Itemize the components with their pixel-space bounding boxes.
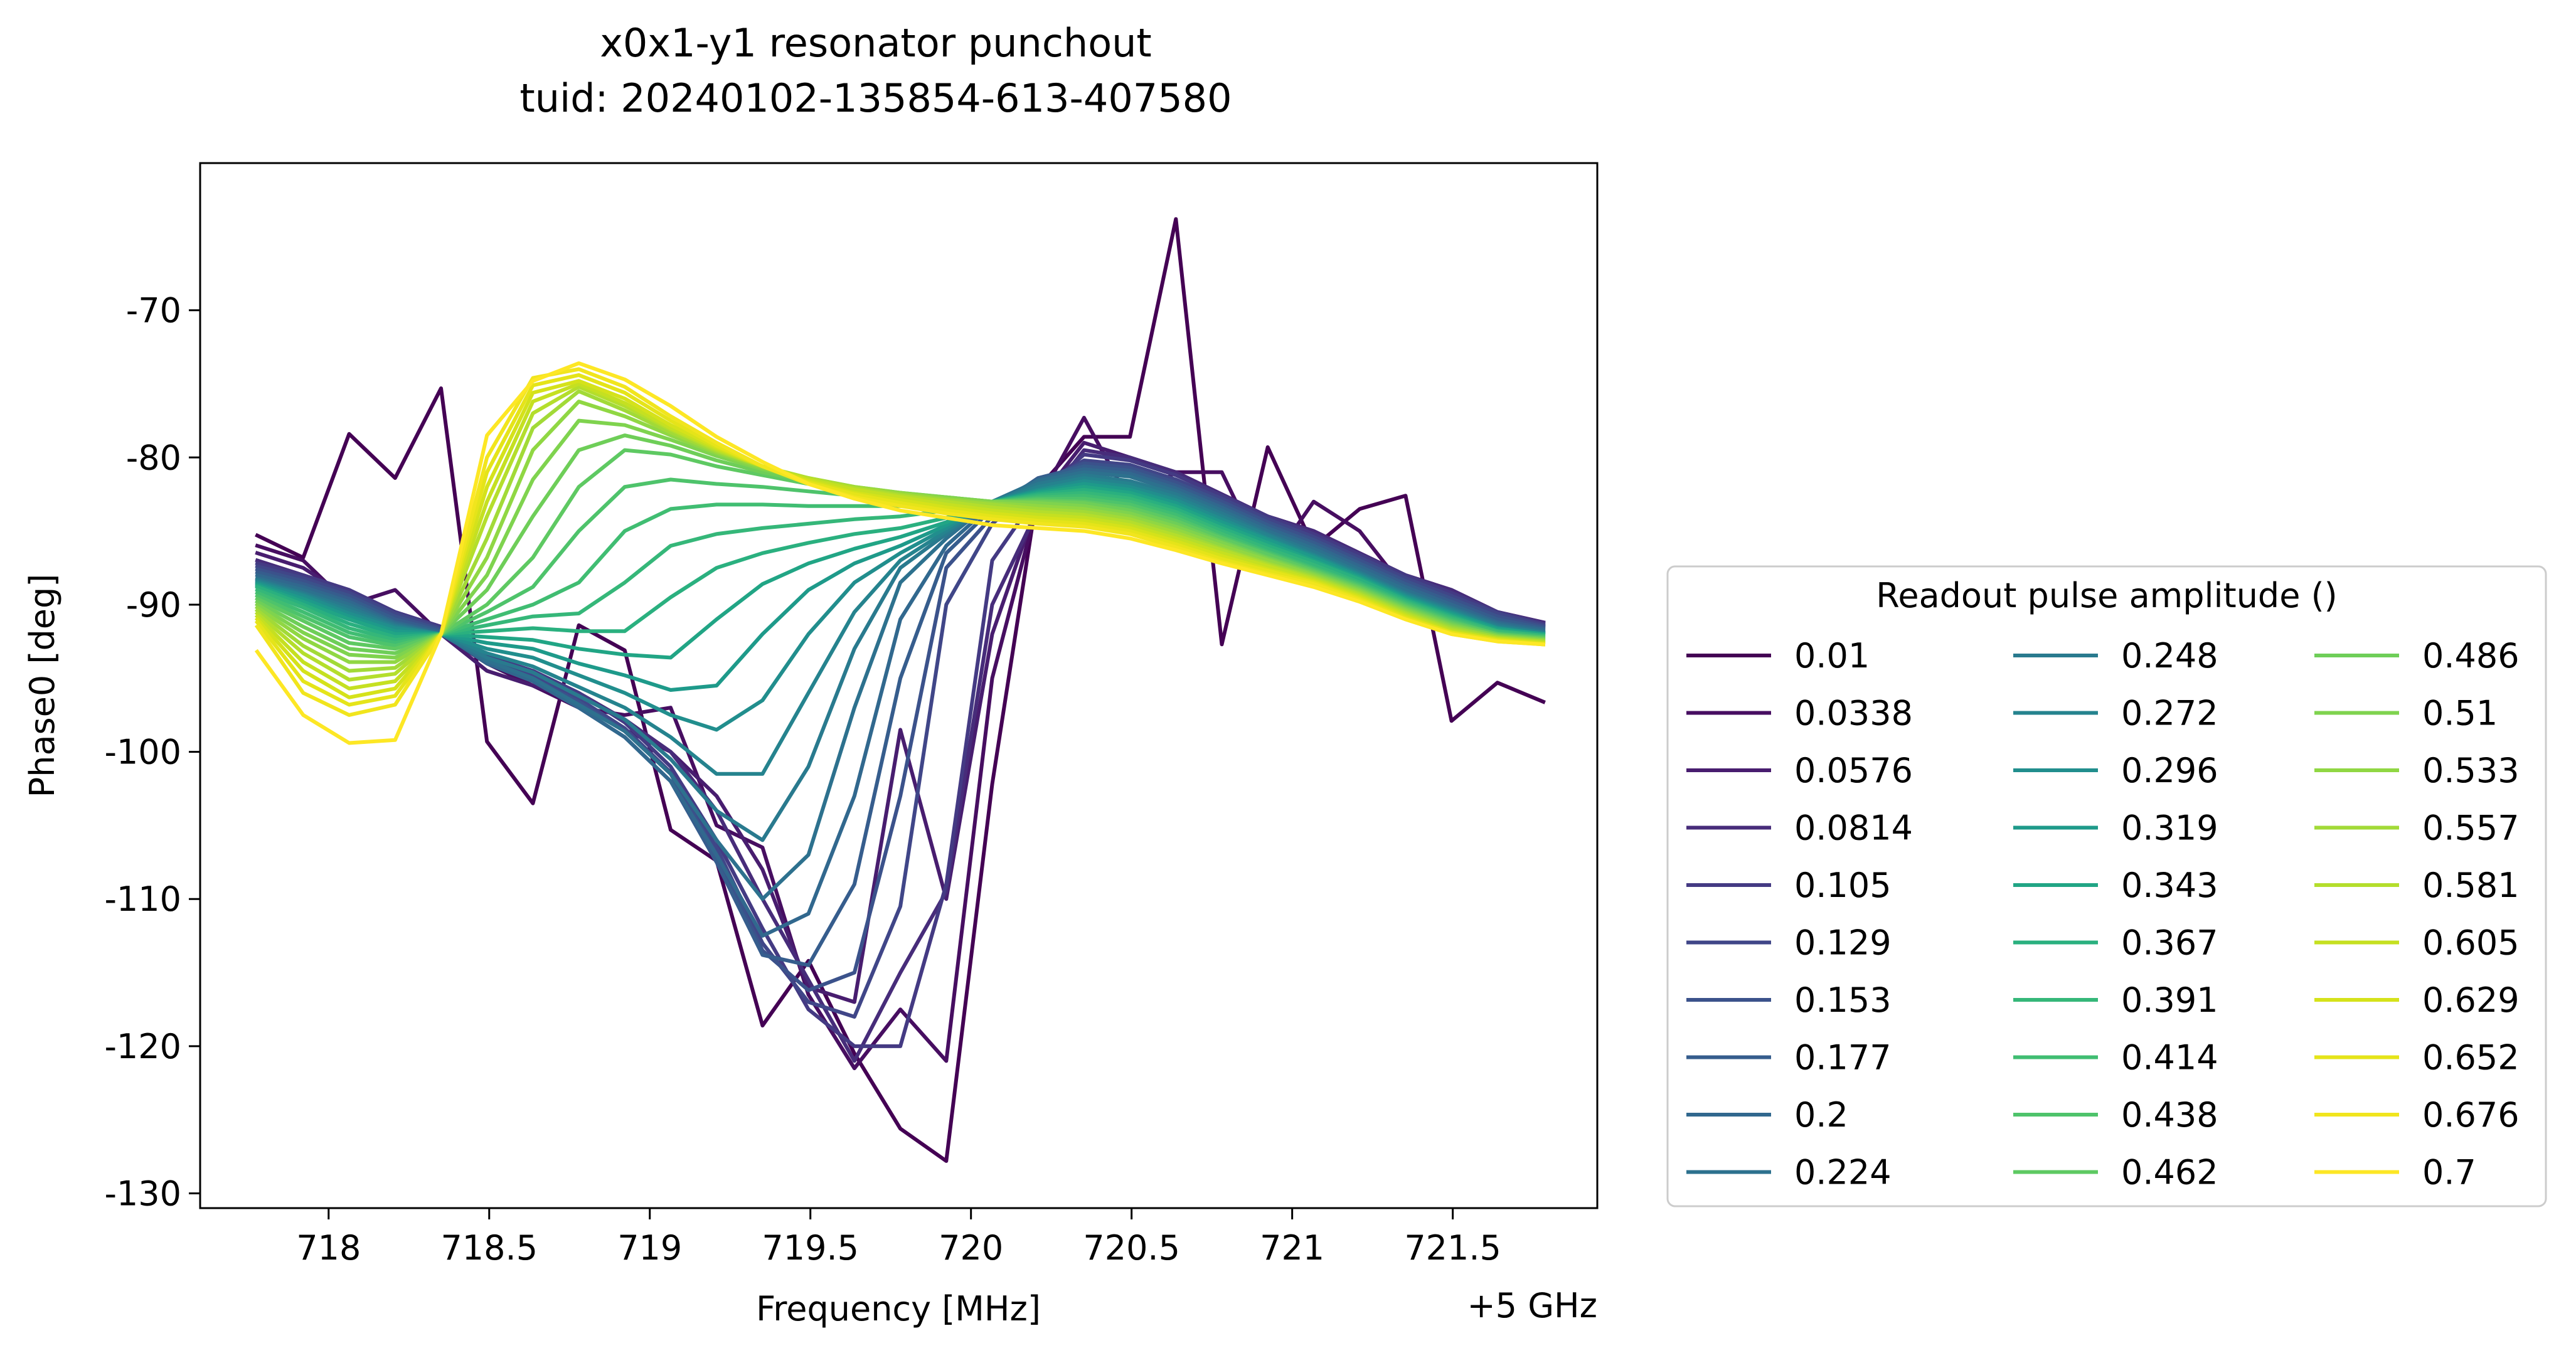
series-line-10 <box>255 473 1546 842</box>
series-line-13 <box>255 482 1546 692</box>
legend-label: 0.557 <box>2422 809 2520 848</box>
legend-label: 0.367 <box>2121 923 2218 963</box>
legend-label: 0.319 <box>2121 809 2218 848</box>
legend-label: 0.224 <box>1794 1153 1892 1192</box>
x-axis-label: Frequency [MHz] <box>756 1289 1041 1329</box>
plot-area-frame <box>199 162 1599 1209</box>
y-tick-label: -80 <box>126 438 181 477</box>
y-tick-label: -100 <box>104 733 181 772</box>
x-axis-offset-label: +5 GHz <box>1467 1286 1597 1325</box>
y-tick-label: -70 <box>126 291 181 331</box>
legend-label: 0.343 <box>2121 866 2218 905</box>
legend-label: 0.676 <box>2422 1095 2520 1135</box>
legend-label: 0.438 <box>2121 1095 2218 1135</box>
x-tick-label: 720.5 <box>1083 1228 1180 1268</box>
legend-label: 0.533 <box>2422 751 2520 790</box>
legend-label: 0.605 <box>2422 923 2520 963</box>
legend-label: 0.153 <box>1794 980 1892 1020</box>
series-line-28 <box>254 367 1546 717</box>
legend-label: 0.486 <box>2422 636 2520 676</box>
legend-label: 0.581 <box>2422 866 2520 905</box>
chart-title: x0x1-y1 resonator punchout <box>600 20 1152 66</box>
x-tick-label: 721 <box>1260 1228 1324 1268</box>
legend-label: 0.391 <box>2121 980 2218 1020</box>
x-tick-label: 719 <box>617 1228 682 1268</box>
legend-label: 0.462 <box>2121 1153 2218 1192</box>
series-lines <box>254 217 1546 1163</box>
legend-label: 0.248 <box>2121 636 2218 676</box>
legend-label: 0.129 <box>1794 923 1892 963</box>
x-tick-label: 721.5 <box>1404 1228 1501 1268</box>
x-tick-label: 718.5 <box>440 1228 538 1268</box>
y-tick-label: -110 <box>104 879 181 919</box>
y-axis-label: Phase0 [deg] <box>23 574 62 798</box>
legend-frame <box>1666 565 2547 1207</box>
legend-label: 0.2 <box>1794 1095 1848 1135</box>
y-tick-label: -90 <box>126 585 181 625</box>
legend-title: Readout pulse amplitude () <box>1876 576 2338 615</box>
legend-label: 0.0576 <box>1794 751 1913 790</box>
legend-label: 0.629 <box>2422 980 2520 1020</box>
legend-label: 0.105 <box>1794 866 1892 905</box>
legend-label: 0.0814 <box>1794 809 1913 848</box>
y-tick-label: -130 <box>104 1174 181 1214</box>
series-line-29 <box>254 361 1546 745</box>
legend-label: 0.272 <box>2121 694 2218 733</box>
legend-label: 0.0338 <box>1794 694 1913 733</box>
x-tick-label: 720 <box>939 1228 1003 1268</box>
series-line-15 <box>255 487 1546 639</box>
x-tick-label: 718 <box>296 1228 361 1268</box>
legend-label: 0.414 <box>2121 1038 2218 1078</box>
chart-subtitle: tuid: 20240102-135854-613-407580 <box>519 75 1232 121</box>
legend-label: 0.7 <box>2422 1153 2476 1192</box>
legend-label: 0.296 <box>2121 751 2218 790</box>
legend-label: 0.01 <box>1794 636 1870 676</box>
x-axis: 718 718.5 719 719.5 720 720.5 721 721.5 <box>296 1208 1501 1268</box>
legend-label: 0.177 <box>1794 1038 1892 1078</box>
legend-label: 0.51 <box>2422 694 2498 733</box>
series-line-16 <box>255 491 1546 642</box>
legend-label: 0.652 <box>2422 1038 2520 1078</box>
y-axis: -130 -120 -110 -100 -90 -80 -70 <box>104 291 200 1214</box>
y-tick-label: -120 <box>104 1027 181 1066</box>
legend: Readout pulse amplitude () 0.01 0.0338 0.0… <box>1666 565 2547 1207</box>
x-tick-label: 719.5 <box>762 1228 859 1268</box>
